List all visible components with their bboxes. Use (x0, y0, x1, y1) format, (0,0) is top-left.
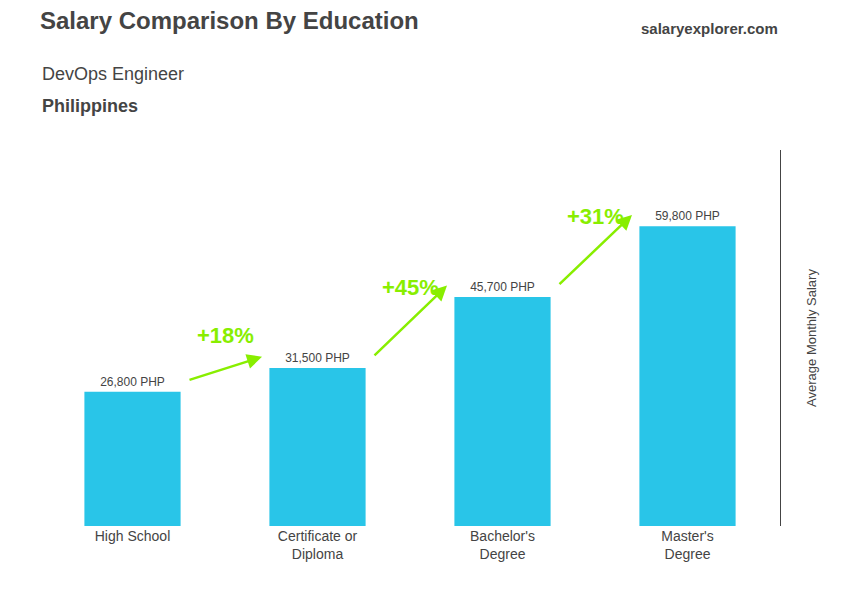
svg-text:+31%: +31% (567, 204, 624, 229)
svg-text:+45%: +45% (382, 275, 439, 300)
svg-text:salaryexplorer.com: salaryexplorer.com (641, 20, 778, 37)
svg-text:45,700 PHP: 45,700 PHP (470, 280, 535, 294)
svg-text:31,500 PHP: 31,500 PHP (285, 351, 350, 365)
svg-text:+18%: +18% (197, 323, 254, 348)
svg-text:59,800 PHP: 59,800 PHP (655, 209, 720, 223)
svg-text:Philippines: Philippines (42, 96, 138, 116)
svg-text:DevOps Engineer: DevOps Engineer (42, 64, 184, 84)
svg-text:High School: High School (95, 528, 171, 544)
svg-text:Salary Comparison By Education: Salary Comparison By Education (40, 7, 419, 34)
svg-text:Average Monthly Salary: Average Monthly Salary (804, 269, 819, 407)
svg-text:Master'sDegree: Master'sDegree (661, 528, 713, 562)
svg-text:Bachelor'sDegree: Bachelor'sDegree (470, 528, 535, 562)
svg-text:Certificate orDiploma: Certificate orDiploma (278, 528, 358, 562)
svg-text:26,800 PHP: 26,800 PHP (100, 375, 165, 389)
